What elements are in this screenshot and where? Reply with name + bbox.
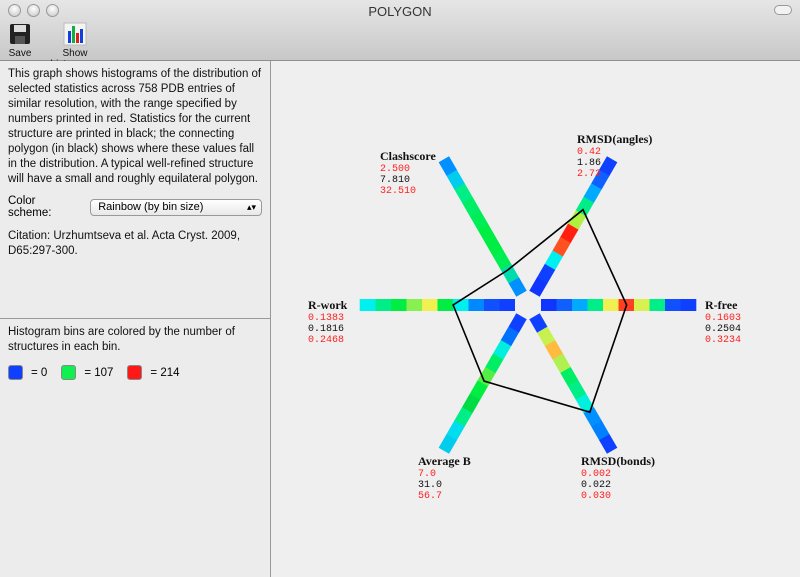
window-title: POLYGON [368, 4, 432, 19]
histogram-bin [572, 299, 588, 311]
histogram-bin [421, 299, 438, 311]
legend-label-214: = 214 [150, 366, 180, 379]
histogram-axis-r-free [541, 299, 697, 311]
histogram-bin [454, 407, 473, 427]
histogram-bin [560, 366, 579, 387]
histogram-bin [599, 156, 618, 176]
bar-chart-icon [63, 22, 87, 46]
structure-polygon [452, 208, 628, 414]
histogram-axis-rmsd-bonds [529, 313, 618, 454]
axis-label-r-work: R-work 0.1383 0.1816 0.2468 [308, 298, 348, 346]
close-button[interactable] [8, 4, 21, 17]
histogram-bin [461, 393, 481, 414]
histogram-bin [461, 196, 481, 217]
histogram-bin [529, 277, 548, 297]
histogram-bin [485, 236, 504, 257]
histogram-bin [568, 380, 587, 401]
histogram-bin [477, 223, 496, 244]
color-swatch-107[interactable] [61, 365, 77, 380]
histogram-bin [500, 326, 519, 347]
histogram-bin [583, 183, 602, 203]
citation-text: Citation: Urzhumtseva et al. Acta Cryst.… [8, 230, 241, 257]
histogram-bin [483, 299, 500, 311]
histogram-bin [537, 326, 556, 347]
histogram-bin [390, 299, 407, 311]
histogram-bin [438, 434, 457, 454]
histogram-bin [469, 209, 488, 230]
color-scheme-select[interactable]: Rainbow (by bin size) ▴▾ [90, 198, 262, 216]
histogram-bin [591, 420, 610, 441]
color-swatch-214[interactable] [127, 365, 143, 380]
histogram-bin [587, 299, 604, 311]
histogram-bin [406, 299, 422, 311]
save-label: Save [8, 48, 32, 59]
color-swatch-0[interactable] [8, 365, 23, 380]
title-bar: POLYGON Save Show histograms [0, 0, 800, 70]
histogram-bin [544, 250, 564, 270]
histogram-bin [575, 393, 595, 414]
stepper-arrows-icon: ▴▾ [246, 201, 256, 212]
polygon-chart-panel: R-work 0.1383 0.1816 0.2468 R-free 0.1603 0.2… [272, 61, 800, 577]
toolbar-toggle-button[interactable] [774, 5, 792, 15]
zoom-button[interactable] [46, 4, 59, 17]
histogram-bin [469, 380, 488, 401]
info-panel: This graph shows histograms of the distr… [0, 61, 271, 319]
histogram-bin [552, 236, 571, 257]
histogram-bin [665, 299, 681, 311]
histogram-bin [359, 299, 376, 311]
histogram-bin [591, 169, 610, 190]
histogram-bin [468, 299, 484, 311]
histogram-bin [556, 299, 573, 311]
histogram-bin [477, 366, 496, 387]
histogram-bin [454, 183, 473, 203]
histogram-bin [437, 299, 453, 311]
axis-label-average-b: Average B 7.0 31.0 56.7 [418, 454, 471, 502]
axis-label-rmsd-bonds: RMSD(bonds) 0.002 0.022 0.030 [581, 454, 656, 502]
histogram-bin [492, 340, 512, 360]
histogram-bin [499, 299, 515, 311]
histogram-axis-r-work [359, 299, 515, 311]
color-scheme-label: Color scheme: [8, 195, 52, 219]
histogram-bin [552, 353, 571, 374]
histogram-axis-average-b [438, 313, 527, 454]
histogram-bin [537, 263, 556, 284]
legend-text: Histogram bins are colored by the number… [8, 326, 235, 353]
histogram-axis-clashscore [438, 156, 527, 297]
color-legend: = 0 = 107 = 214 [0, 361, 270, 384]
histogram-bin [541, 299, 557, 311]
histogram-bin [438, 156, 457, 176]
histogram-bin [560, 223, 579, 244]
histogram-bin [446, 169, 465, 190]
histogram-bin [544, 340, 564, 360]
polygon-chart [359, 156, 697, 454]
floppy-disk-icon [8, 22, 32, 46]
histogram-bin [568, 209, 587, 230]
legend-label-107: = 107 [84, 366, 114, 379]
histogram-bin [649, 299, 666, 311]
histogram-bin [634, 299, 650, 311]
histogram-bin [508, 313, 527, 333]
legend-label-0: = 0 [31, 366, 48, 379]
histogram-bin [680, 299, 697, 311]
save-button[interactable]: Save [6, 22, 34, 59]
histogram-bin [500, 263, 519, 284]
histogram-bin [508, 277, 527, 297]
minimize-button[interactable] [27, 4, 40, 17]
histogram-bin [485, 353, 504, 374]
axis-label-rmsd-angles: RMSD(angles) 0.42 1.86 2.72 [577, 132, 653, 180]
description-text: This graph shows histograms of the distr… [8, 68, 262, 185]
histogram-bin [599, 434, 618, 454]
histogram-bin [529, 313, 548, 333]
axis-label-clashscore: Clashscore 2.500 7.810 32.510 [380, 149, 436, 197]
histogram-bin [492, 250, 512, 270]
color-scheme-value: Rainbow (by bin size) [98, 200, 204, 213]
legend-panel: Histogram bins are colored by the number… [0, 319, 271, 577]
histogram-bin [446, 420, 465, 441]
histogram-bin [375, 299, 391, 311]
histogram-bin [603, 299, 619, 311]
color-scheme-row: Color scheme: Rainbow (by bin size) ▴▾ [0, 195, 270, 219]
axis-label-r-free: R-free 0.1603 0.2504 0.3234 [705, 298, 742, 346]
